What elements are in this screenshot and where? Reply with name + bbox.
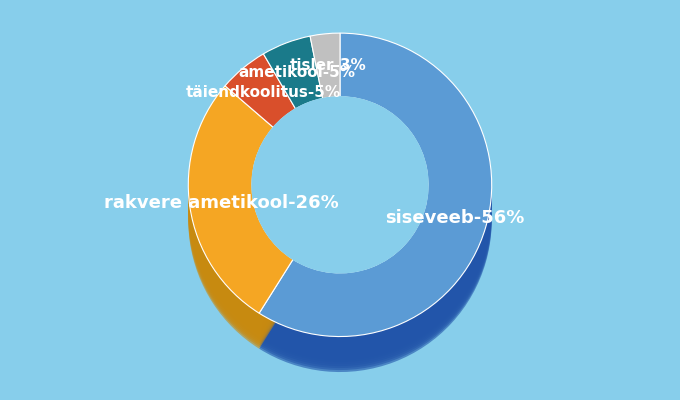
Wedge shape [225, 76, 296, 149]
Wedge shape [310, 45, 340, 110]
Wedge shape [188, 116, 293, 343]
Wedge shape [259, 59, 492, 362]
Wedge shape [188, 92, 293, 319]
Wedge shape [259, 53, 492, 356]
Wedge shape [188, 106, 293, 333]
Wedge shape [263, 66, 322, 138]
Wedge shape [225, 84, 296, 157]
Wedge shape [259, 41, 492, 344]
Wedge shape [225, 80, 296, 153]
Wedge shape [259, 69, 492, 372]
Wedge shape [310, 39, 340, 104]
Wedge shape [225, 72, 296, 145]
Wedge shape [263, 48, 322, 121]
Wedge shape [259, 47, 492, 350]
Wedge shape [310, 57, 340, 122]
Wedge shape [263, 64, 322, 136]
Wedge shape [259, 33, 492, 336]
Text: rakvere ametikool-26%: rakvere ametikool-26% [104, 194, 339, 212]
Wedge shape [188, 102, 293, 329]
Wedge shape [263, 72, 322, 144]
Wedge shape [225, 62, 296, 135]
Wedge shape [188, 114, 293, 341]
Wedge shape [263, 56, 322, 128]
Wedge shape [225, 54, 296, 128]
Wedge shape [259, 63, 492, 366]
Wedge shape [225, 68, 296, 141]
Text: tisler-3%: tisler-3% [290, 58, 367, 73]
Wedge shape [225, 60, 296, 133]
Wedge shape [188, 96, 293, 323]
Wedge shape [259, 45, 492, 348]
Wedge shape [225, 89, 296, 163]
Wedge shape [225, 66, 296, 139]
Text: täiendkoolitus-5%: täiendkoolitus-5% [186, 85, 341, 100]
Wedge shape [310, 37, 340, 102]
Text: ametikool-5%: ametikool-5% [239, 65, 356, 80]
Wedge shape [263, 52, 322, 125]
Wedge shape [259, 57, 492, 360]
Wedge shape [263, 70, 322, 142]
Wedge shape [225, 87, 296, 161]
Wedge shape [188, 104, 293, 331]
Wedge shape [310, 49, 340, 114]
Wedge shape [188, 110, 293, 337]
Wedge shape [259, 67, 492, 370]
Wedge shape [310, 51, 340, 116]
Wedge shape [259, 51, 492, 354]
Wedge shape [225, 78, 296, 151]
Wedge shape [188, 121, 293, 349]
Wedge shape [225, 74, 296, 147]
Wedge shape [310, 61, 340, 126]
Wedge shape [310, 55, 340, 120]
Wedge shape [263, 50, 322, 123]
Wedge shape [310, 69, 340, 134]
Wedge shape [263, 54, 322, 127]
Wedge shape [259, 49, 492, 352]
Wedge shape [263, 62, 322, 134]
Wedge shape [188, 98, 293, 325]
Wedge shape [225, 64, 296, 137]
Wedge shape [310, 67, 340, 132]
Wedge shape [263, 44, 322, 117]
Wedge shape [225, 58, 296, 131]
Wedge shape [310, 47, 340, 112]
Wedge shape [310, 63, 340, 128]
Wedge shape [225, 82, 296, 155]
Wedge shape [310, 33, 340, 98]
Wedge shape [310, 43, 340, 108]
Wedge shape [259, 61, 492, 364]
Wedge shape [263, 60, 322, 132]
Wedge shape [259, 37, 492, 340]
Wedge shape [263, 58, 322, 130]
Text: siseveeb-56%: siseveeb-56% [386, 209, 525, 227]
Wedge shape [188, 112, 293, 339]
Wedge shape [225, 86, 296, 159]
Wedge shape [188, 90, 293, 317]
Wedge shape [188, 117, 293, 345]
Wedge shape [263, 36, 322, 109]
Wedge shape [310, 53, 340, 118]
Wedge shape [188, 86, 293, 313]
Wedge shape [259, 43, 492, 346]
Wedge shape [188, 108, 293, 335]
Wedge shape [263, 46, 322, 119]
Wedge shape [263, 42, 322, 115]
Wedge shape [259, 55, 492, 358]
Wedge shape [310, 65, 340, 130]
Wedge shape [259, 65, 492, 368]
Wedge shape [263, 68, 322, 140]
Wedge shape [188, 94, 293, 321]
Wedge shape [310, 41, 340, 106]
Wedge shape [263, 40, 322, 113]
Wedge shape [188, 100, 293, 327]
Wedge shape [188, 119, 293, 347]
Wedge shape [310, 59, 340, 124]
Circle shape [252, 97, 428, 273]
Wedge shape [225, 70, 296, 143]
Wedge shape [259, 39, 492, 342]
